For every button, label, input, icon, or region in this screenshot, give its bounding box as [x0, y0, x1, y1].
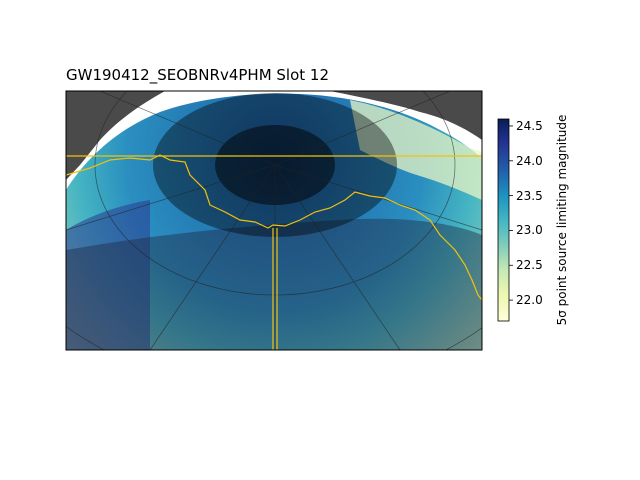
colorbar-tick-label: 23.5: [516, 188, 543, 203]
colorbar-ticks: [509, 125, 513, 301]
deep-patch-left: [66, 200, 150, 350]
colorbar-tick-label: 24.5: [516, 118, 543, 133]
no-data-region-left: [66, 91, 165, 180]
colorbar-label: 5σ point source limiting magnitude: [555, 114, 569, 326]
map-frame: [65, 90, 483, 351]
colorbar: [497, 118, 510, 322]
colorbar-tick-label: 24.0: [516, 153, 543, 168]
map-title: GW190412_SEOBNRv4PHM Slot 12: [66, 66, 330, 84]
no-data-region-right: [330, 91, 482, 140]
colorbar-tick-label: 22.0: [516, 293, 543, 308]
colorbar-tick-label: 23.0: [516, 223, 543, 238]
colorbar-tick-label: 22.5: [516, 258, 543, 273]
probability-contour: [66, 154, 482, 350]
bright-patch: [350, 100, 482, 200]
